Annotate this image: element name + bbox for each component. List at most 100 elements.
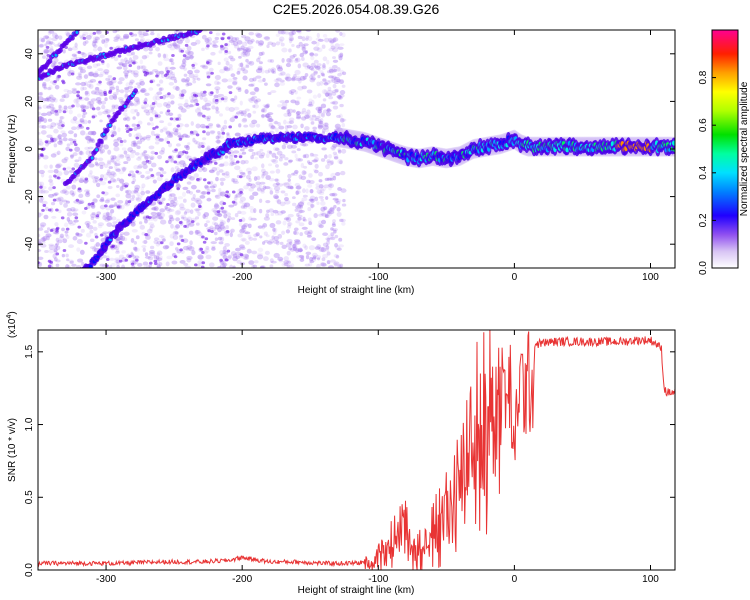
track-point [49,284,54,291]
noise-dot [324,80,331,85]
noise-dot [119,204,125,210]
noise-dot [252,264,257,268]
noise-dot [171,73,176,78]
track-core [75,270,79,274]
noise-dot [304,50,308,54]
noise-dot [320,72,325,76]
noise-dot [306,160,311,164]
noise-dot [179,203,185,209]
noise-dot [299,247,303,253]
noise-dot [331,75,337,79]
noise-dot [188,222,195,227]
noise-dot [149,224,155,229]
noise-dot [227,85,233,89]
noise-dot [317,110,322,114]
track-point [76,30,81,32]
noise-dot [295,77,302,82]
noise-dot [220,253,226,257]
noise-dot [304,114,310,119]
noise-dot [301,44,306,48]
noise-dot [199,247,204,251]
noise-dot [54,112,60,117]
noise-dot [195,189,201,193]
noise-dot [269,126,277,130]
noise-dot [330,172,337,178]
noise-dot [244,36,251,42]
noise-dot [333,229,337,234]
noise-dot [214,237,218,242]
noise-dot [249,91,256,96]
noise-dot [329,38,335,44]
noise-dot [155,74,159,78]
noise-dot [265,234,270,238]
noise-dot [263,239,270,243]
noise-dot [255,123,261,128]
noise-dot [110,108,116,113]
noise-dot [197,112,203,116]
noise-dot [232,178,238,183]
noise-dot [309,52,315,56]
noise-dot [148,222,155,226]
noise-dot [214,74,222,80]
noise-dot [38,116,44,122]
noise-dot [208,123,214,127]
noise-dot [100,174,104,179]
noise-dot [131,181,135,185]
noise-dot [228,63,233,69]
noise-dot [47,264,52,268]
noise-dot [261,107,266,113]
noise-dot [61,227,65,232]
noise-dot [217,213,223,218]
noise-dot [94,177,99,183]
noise-dot [69,260,74,265]
noise-dot [339,93,345,98]
noise-dot [118,62,124,65]
noise-dot [241,118,248,123]
noise-dot [113,36,120,40]
noise-dot [52,198,57,202]
noise-dot [132,246,138,251]
noise-dot [176,143,181,147]
noise-dot [145,235,151,240]
noise-dot [341,148,347,154]
noise-dot [244,254,249,260]
noise-dot [113,161,117,165]
noise-dot [64,156,69,161]
noise-dot [211,247,216,251]
noise-dot [235,255,240,260]
noise-dot [55,76,60,82]
noise-dot [184,151,189,155]
noise-dot [124,184,129,188]
noise-dot [232,265,236,268]
noise-dot [318,246,325,252]
noise-dot [169,241,174,247]
noise-dot [192,77,196,81]
noise-dot [255,98,261,103]
noise-dot [312,159,319,163]
noise-dot [318,106,323,111]
noise-dot [324,214,330,219]
track-point [55,282,60,290]
noise-dot [58,104,62,109]
noise-dot [340,218,346,223]
noise-dot [227,215,232,221]
noise-dot [115,168,121,172]
noise-dot [92,31,97,35]
noise-dot [48,179,53,183]
noise-dot [89,170,93,175]
noise-dot [288,48,292,53]
noise-dot [203,216,209,219]
noise-dot [264,186,271,190]
noise-dot [248,31,255,36]
noise-dot [239,246,246,250]
noise-dot [201,251,205,255]
noise-dot [119,37,125,41]
noise-dot [256,187,263,193]
noise-dot [197,144,202,149]
noise-dot [205,220,211,224]
noise-dot [266,44,270,49]
noise-dot [76,233,83,237]
noise-dot [144,255,151,259]
noise-dot [84,81,89,86]
noise-dot [285,73,291,78]
